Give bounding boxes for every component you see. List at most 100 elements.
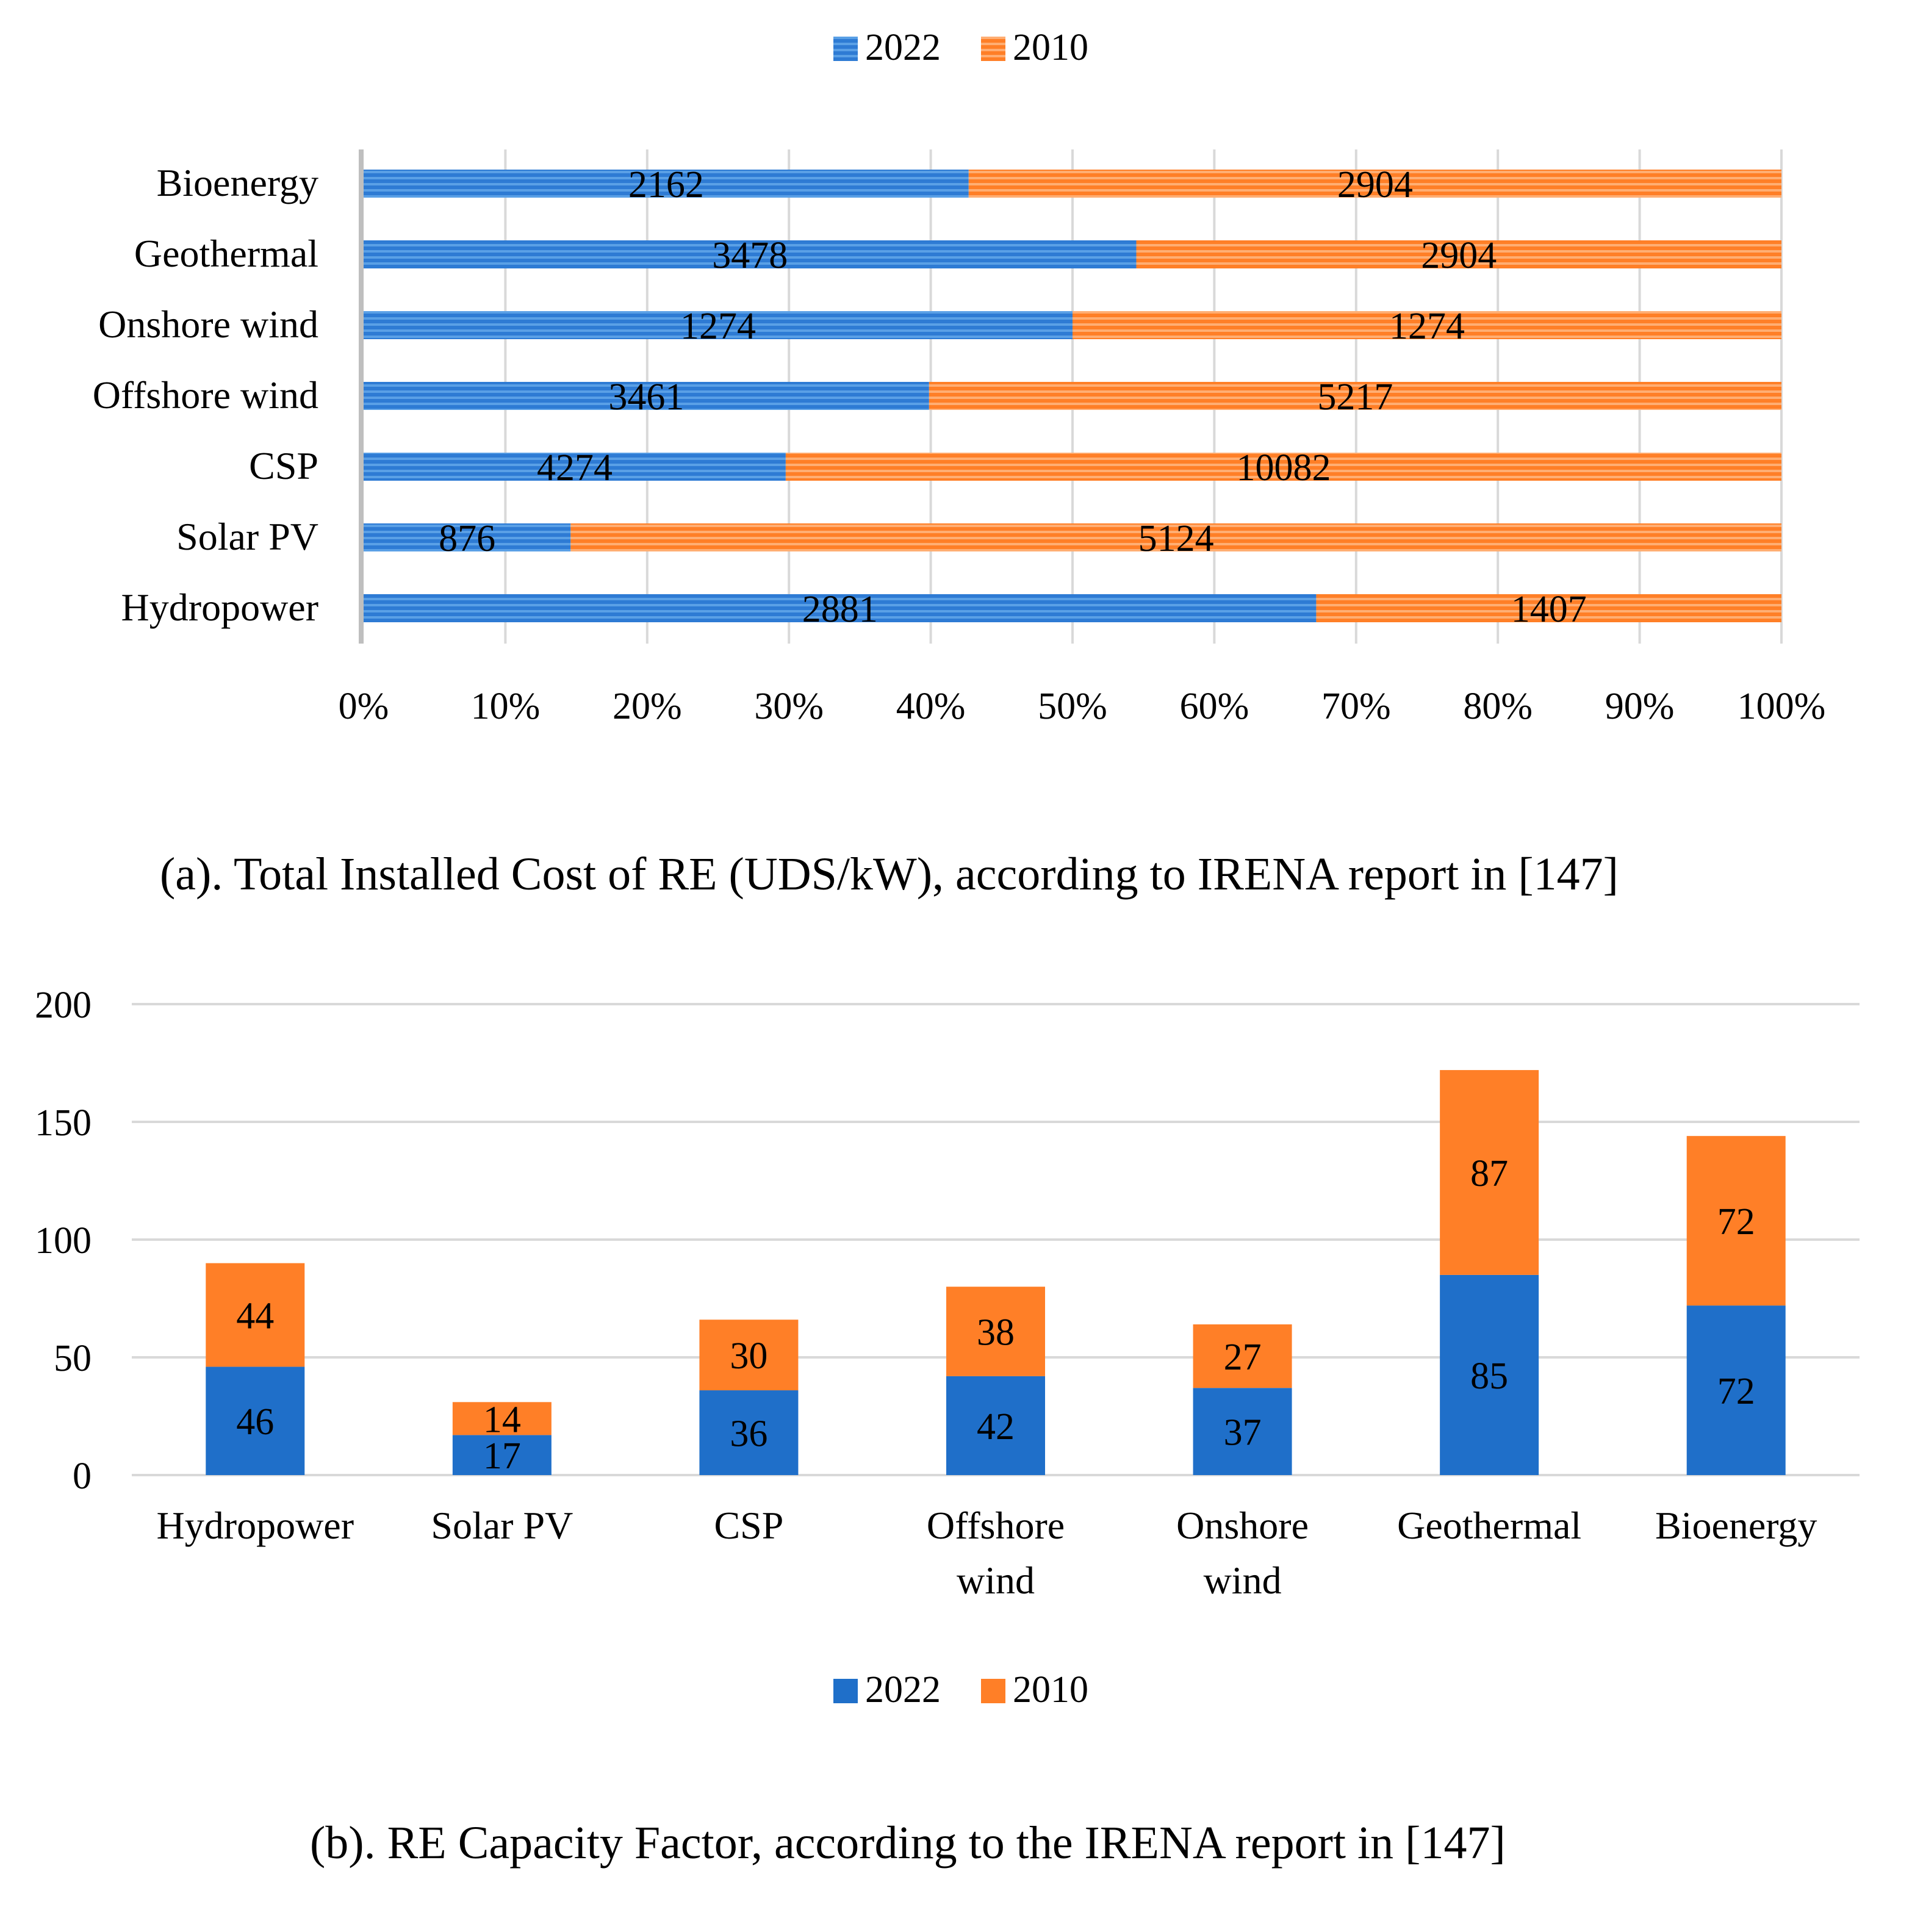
legend-2010-swatch	[981, 37, 1005, 61]
data-label-2022: 1274	[680, 306, 756, 347]
bar-2022	[1193, 1388, 1292, 1475]
bar-2010	[946, 1287, 1045, 1376]
data-label-2022: 3478	[712, 235, 788, 276]
x-tick-label: 60%	[1180, 686, 1249, 727]
category-label: Bioenergy	[1655, 1504, 1817, 1547]
data-label-2010: 38	[977, 1312, 1015, 1354]
legend-2022-label: 2022	[865, 27, 941, 68]
data-label-2010: 87	[1470, 1153, 1508, 1194]
y-tick-labels: 0 50 100 150 200	[35, 985, 92, 1497]
legend-2010-label: 2010	[1013, 1669, 1088, 1711]
bar-2022-hydropower	[364, 594, 1317, 622]
bar-2022-offshore-wind	[364, 382, 929, 410]
y-tick-label: 50	[54, 1338, 92, 1379]
data-label-2010: 72	[1717, 1201, 1755, 1243]
data-label-2022: 36	[730, 1413, 767, 1455]
data-label-2010: 2904	[1337, 164, 1413, 206]
data-label-2022: 46	[236, 1401, 274, 1443]
bar-2022-bioenergy	[364, 170, 969, 198]
bar-2022	[1440, 1274, 1539, 1475]
category-labels: Hydropower Solar PV CSP Offshore wind Onshore…	[157, 1504, 1817, 1602]
data-label-2022: 37	[1224, 1412, 1262, 1454]
bar-2010	[1440, 1070, 1539, 1275]
bar-2010-bioenergy	[968, 170, 1781, 198]
data-label-2022: 3461	[608, 376, 684, 418]
caption-a: (a). Total Installed Cost of RE (UDS/kW)…	[160, 849, 1619, 900]
category-label: Hydropower	[157, 1504, 354, 1547]
data-label-2010: 27	[1224, 1337, 1262, 1378]
category-labels: Hydropower Solar PV CSP Offshore wind Onshor…	[93, 161, 318, 629]
x-tick-label: 0%	[339, 686, 389, 727]
data-label-2010: 10082	[1236, 447, 1331, 489]
x-tick-label: 20%	[613, 686, 682, 727]
legend: 2022 2010	[833, 1669, 1088, 1711]
bar-2022-onshore-wind	[364, 311, 1073, 339]
legend-2010-swatch	[981, 1679, 1005, 1703]
category-label: Offshore	[927, 1504, 1065, 1547]
x-tick-label: 30%	[754, 686, 824, 727]
bar-2022	[206, 1366, 305, 1475]
y-tick-label: 0	[73, 1456, 92, 1497]
bar-2010-solar-pv	[570, 523, 1782, 551]
bar-2022	[699, 1390, 799, 1475]
category-label: Offshore wind	[93, 373, 318, 417]
y-tick-label: 100	[35, 1220, 92, 1262]
data-label-2010: 5124	[1138, 518, 1214, 559]
data-label-2022: 85	[1470, 1356, 1508, 1397]
bar-2022-geothermal	[364, 240, 1137, 268]
x-tick-label: 70%	[1321, 686, 1391, 727]
y-tick-label: 200	[35, 985, 92, 1026]
category-label: Geothermal	[1397, 1504, 1581, 1547]
chart-installed-cost: 2022 2010 2881 1407 876 5124 4274 10082 3461 521…	[93, 27, 1826, 727]
category-label: Hydropower	[121, 586, 318, 629]
bar-2010	[452, 1402, 552, 1435]
data-label-2022: 17	[483, 1435, 521, 1477]
data-label-2022: 42	[977, 1406, 1015, 1448]
category-label: Geothermal	[134, 232, 318, 275]
bar-2010-hydropower	[1316, 594, 1781, 622]
category-label: Onshore wind	[98, 303, 318, 346]
bar-2010	[206, 1263, 305, 1367]
category-label: wind	[1204, 1559, 1282, 1602]
data-label-2022: 72	[1717, 1371, 1755, 1412]
legend-2022-swatch	[833, 1679, 858, 1703]
data-label-2022: 2881	[802, 589, 878, 630]
data-label-2022: 2162	[628, 164, 704, 206]
bar-2010-geothermal	[1136, 240, 1781, 268]
legend: 2022 2010	[833, 27, 1088, 68]
data-label-2010: 1407	[1511, 589, 1587, 630]
data-label-2010: 5217	[1317, 376, 1393, 418]
x-tick-label: 10%	[471, 686, 541, 727]
data-label-2010: 2904	[1421, 235, 1497, 276]
bar-2022	[946, 1376, 1045, 1475]
data-label-2022: 876	[439, 518, 495, 559]
x-tick-label: 80%	[1463, 686, 1533, 727]
data-label-2010: 44	[236, 1296, 274, 1337]
legend-2010-label: 2010	[1013, 27, 1088, 68]
data-label-2010: 14	[483, 1399, 521, 1440]
bar-2022-solar-pv	[364, 523, 571, 551]
bar-2022	[452, 1435, 552, 1475]
bar-2010	[1686, 1136, 1786, 1306]
y-tick-label: 150	[35, 1102, 92, 1144]
category-label: CSP	[249, 444, 318, 487]
category-label: Solar PV	[176, 515, 318, 558]
bar-2010-csp	[785, 453, 1781, 481]
category-label: Onshore	[1176, 1504, 1309, 1547]
bar-2010-offshore-wind	[929, 382, 1781, 410]
x-tick-label: 40%	[896, 686, 966, 727]
data-label-2010: 1274	[1389, 306, 1465, 347]
data-label-2022: 4274	[537, 447, 613, 489]
x-tick-labels: 0% 10% 20% 30% 40% 50% 60% 70% 80% 90% 100%	[339, 686, 1826, 727]
caption-b: (b). RE Capacity Factor, according to th…	[310, 1817, 1506, 1869]
x-tick-label: 100%	[1738, 686, 1826, 727]
category-label: CSP	[714, 1504, 783, 1547]
bar-2010	[1193, 1324, 1292, 1388]
legend-2022-label: 2022	[865, 1669, 941, 1711]
legend-2022-swatch	[833, 37, 858, 61]
bars: 2881 1407 876 5124 4274 10082 3461 5217 1274 1274…	[364, 164, 1782, 630]
bar-2010-onshore-wind	[1073, 311, 1781, 339]
